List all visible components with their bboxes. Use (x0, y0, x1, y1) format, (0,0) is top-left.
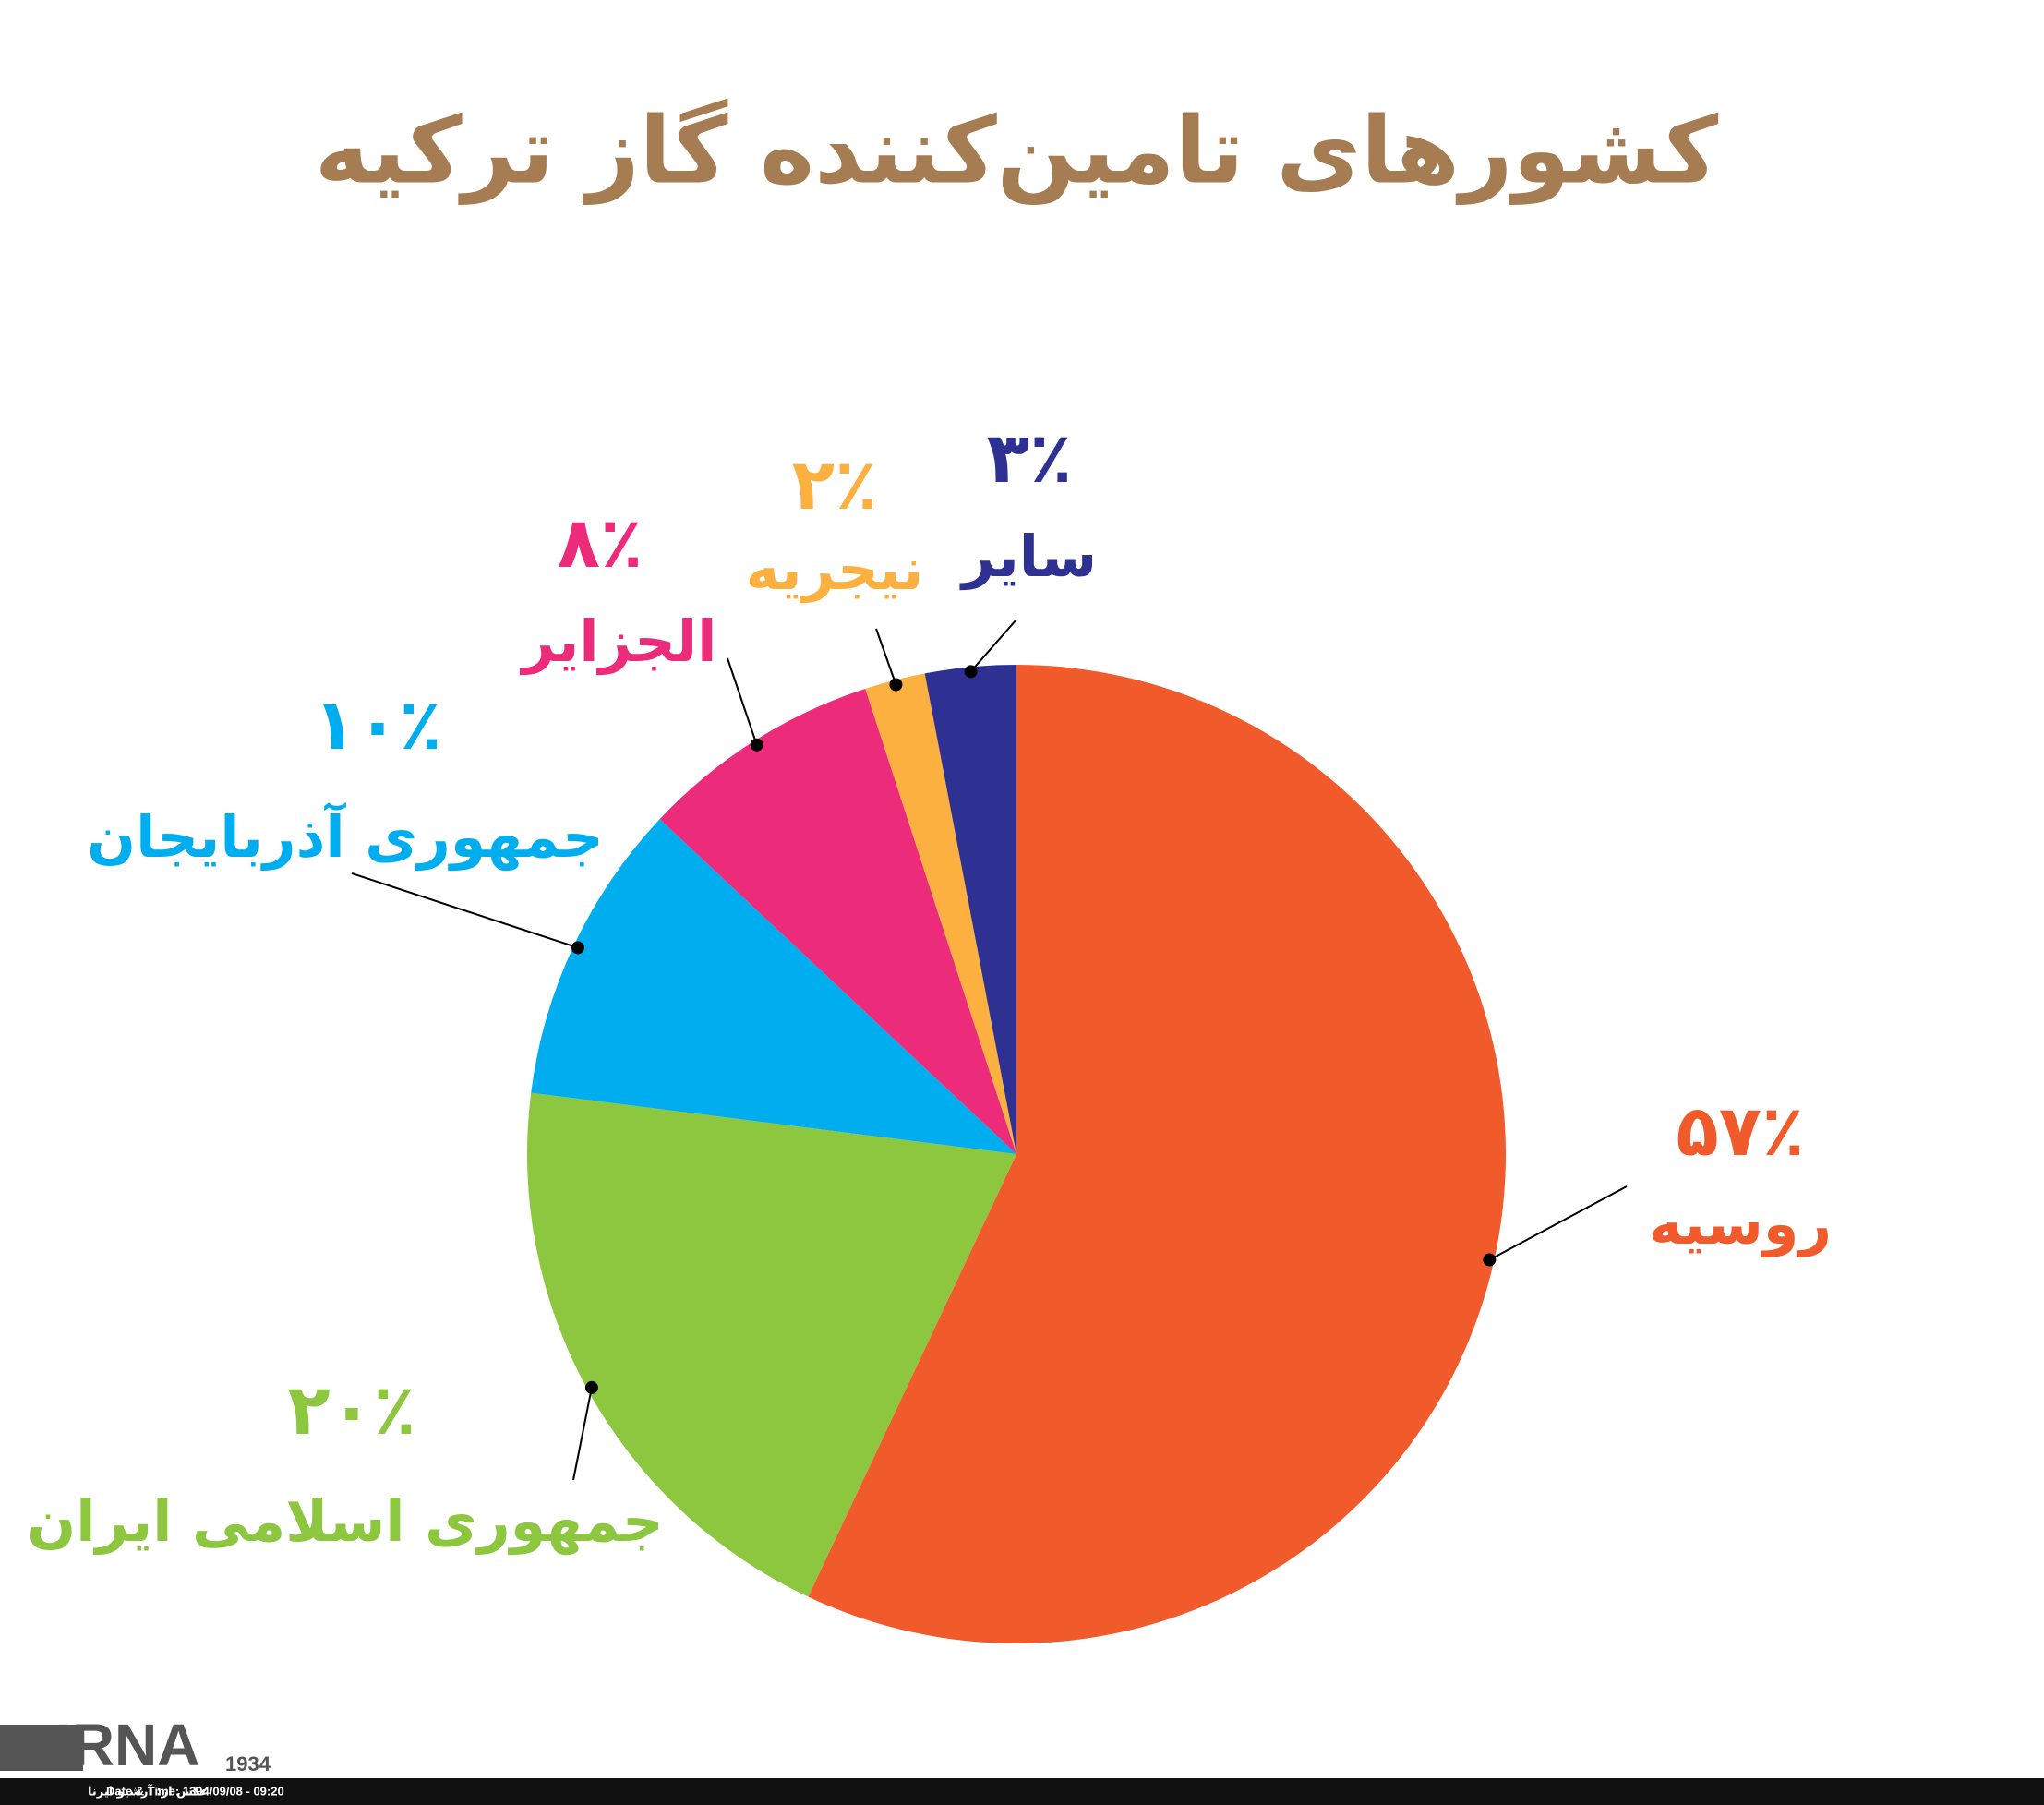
callout-line (727, 657, 758, 746)
category-label: جمهوری آذربایجان (87, 801, 604, 871)
pie-slice (531, 819, 1016, 1154)
pie-slice (924, 665, 1016, 1154)
callout-line (1488, 1185, 1628, 1261)
logo-text: IRNA (55, 1712, 199, 1778)
value-label: ۲۰٪ (287, 1368, 415, 1450)
pie-slice (865, 673, 1016, 1154)
value-label: ۱۰٪ (313, 683, 441, 765)
logo-mark (0, 1725, 83, 1771)
footer-credit: عکس از: آرشیو ایرنا (88, 1784, 209, 1799)
logo-year: 1934 (225, 1752, 271, 1775)
value-label: ۳٪ (987, 416, 1073, 499)
callout-dot (584, 1380, 598, 1394)
category-label: الجزایر (520, 608, 717, 675)
pie-slice (808, 665, 1506, 1643)
value-label: ۸٪ (558, 501, 643, 584)
callout-dot (750, 738, 763, 752)
pie-slice (659, 688, 1016, 1154)
category-label: نیجریه (746, 535, 924, 603)
value-label: ۵۷٪ (1676, 1089, 1804, 1172)
callout-line (969, 619, 1017, 672)
irna-logo: IRNA 1934 (0, 1712, 271, 1778)
chart-title: کشورهای تامین‌کننده گاز ترکیه (315, 96, 1719, 205)
category-label: روسیه (1649, 1190, 1832, 1257)
callout-dot (571, 941, 584, 955)
value-label: ۲٪ (792, 443, 878, 525)
callout-line (351, 872, 579, 949)
category-label: سایر (959, 523, 1097, 590)
category-label: جمهوری اسلامی ایران (27, 1487, 663, 1555)
callout-dot (889, 678, 903, 692)
callout-line (572, 1387, 593, 1481)
footer-bar (0, 1778, 2044, 1805)
callout-dot (1483, 1253, 1497, 1267)
callout-dot (964, 665, 978, 679)
callout-line (875, 628, 897, 685)
pie-slice (526, 1092, 1016, 1597)
footer-datetime: Date & Time: 1394/09/08 - 09:20 (106, 1784, 284, 1798)
